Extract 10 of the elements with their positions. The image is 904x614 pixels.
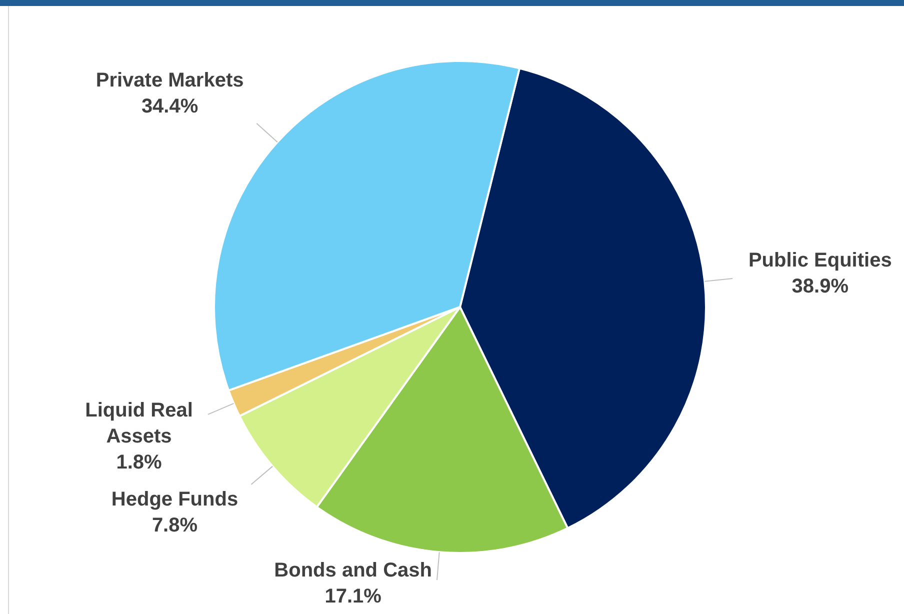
data-label: 7.8% <box>152 514 198 536</box>
data-label: 34.4% <box>141 95 198 118</box>
slice-label: Private Markets <box>96 69 244 92</box>
slice-label: Bonds and Cash <box>274 560 432 582</box>
slice-label: Public Equities <box>748 249 892 272</box>
slice-label: Liquid Real Assets <box>85 399 193 448</box>
data-label: 38.9% <box>792 275 849 298</box>
data-label: 17.1% <box>324 586 382 608</box>
slice-label: Hedge Funds <box>111 488 238 510</box>
data-label: 1.8% <box>116 451 162 474</box>
